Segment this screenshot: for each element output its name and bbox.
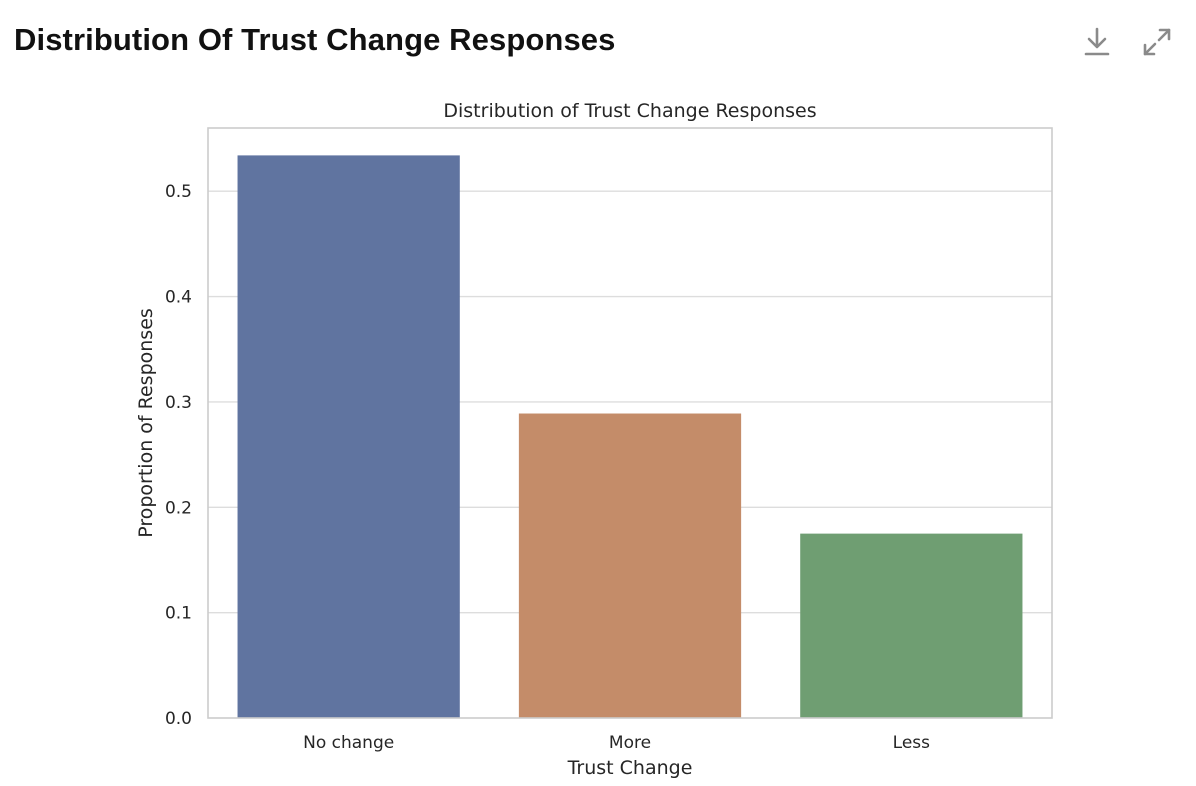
bar-less (800, 533, 1023, 718)
bars (237, 155, 1023, 719)
y-axis-label: Proportion of Responses (135, 308, 157, 538)
y-tick-label: 0.5 (165, 182, 192, 202)
y-tick-label: 0.3 (165, 393, 192, 413)
expand-button[interactable] (1139, 24, 1175, 60)
bar-more (518, 413, 742, 718)
y-tick-label: 0.0 (165, 709, 192, 729)
expand-icon (1143, 28, 1171, 56)
x-tick-label: Less (893, 733, 930, 753)
chart-title: Distribution of Trust Change Responses (443, 100, 816, 122)
plot-frame (207, 127, 1053, 719)
bar-no-change (237, 155, 460, 719)
y-tick-label: 0.1 (165, 604, 192, 624)
x-axis-label: Trust Change (567, 757, 693, 779)
x-tick-labels: No change More Less (303, 733, 930, 753)
y-tick-label: 0.2 (165, 498, 192, 518)
download-icon (1084, 27, 1110, 56)
y-tick-label: 0.4 (165, 288, 192, 308)
download-button[interactable] (1079, 24, 1115, 60)
x-tick-label: More (609, 733, 651, 753)
page-title: Distribution Of Trust Change Responses (14, 22, 616, 57)
y-tick-labels: 0.0 0.1 0.2 0.3 0.4 0.5 (165, 182, 192, 729)
x-tick-label: No change (303, 733, 394, 753)
